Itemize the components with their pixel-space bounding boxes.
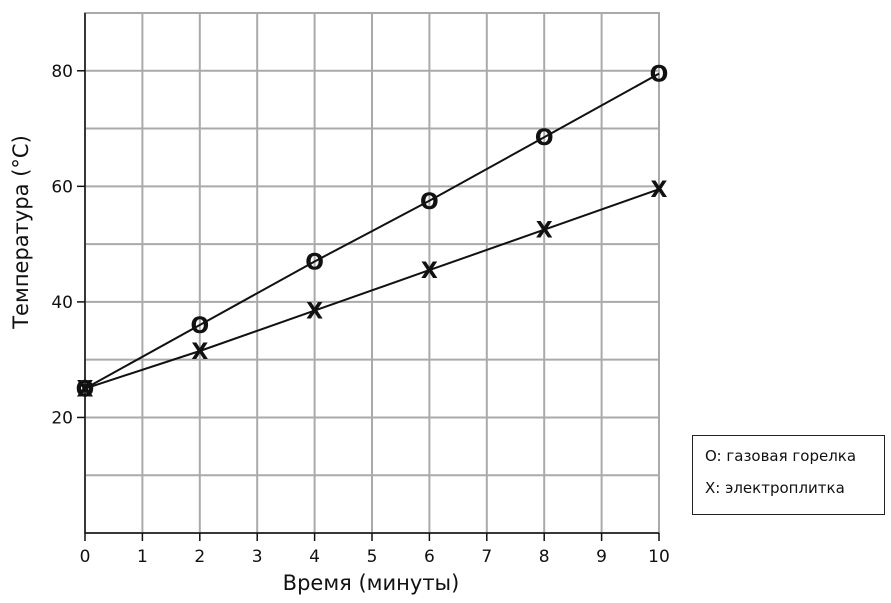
y-tick-label: 20 [51,408,73,428]
x-tick-label: 6 [424,547,435,567]
x-axis-title: Время (минуты) [283,571,460,595]
legend-item-gas-burner: O: газовая горелка [705,447,857,465]
y-tick-label: 40 [51,293,73,313]
data-point-o: O [305,250,324,275]
x-tick-label: 7 [481,547,492,567]
data-point-o: O [76,378,95,403]
y-tick-label: 80 [51,62,73,82]
y-tick-label: 60 [51,177,73,197]
legend-item-electric-stove: X: электроплитка [705,479,845,497]
axes [77,12,660,541]
data-point-o: O [650,63,669,88]
series-line-0 [84,72,660,390]
x-tick-label: 10 [648,547,670,567]
grid [85,13,659,533]
data-point-x: X [536,219,553,244]
x-tick-label: 3 [252,547,263,567]
data-point-x: X [77,378,94,403]
series-lines [84,72,660,390]
series-line-1 [84,188,660,390]
data-point-o: O [190,314,209,339]
legend: O: газовая горелка X: электроплитка [692,435,885,515]
data-point-o: O [420,190,439,215]
x-tick-label: 1 [137,547,148,567]
data-point-x: X [191,340,208,365]
x-tick-label: 9 [596,547,607,567]
x-tick-label: 4 [309,547,320,567]
x-tick-label: 0 [80,547,91,567]
data-point-x: X [421,259,438,284]
data-point-x: X [306,300,323,325]
x-tick-label: 8 [539,547,550,567]
data-point-o: O [535,126,554,151]
y-axis-title: Температура (°C) [9,135,33,330]
x-tick-label: 2 [194,547,205,567]
tick-labels: 0 1 2 3 4 5 6 7 8 9 10 20 40 60 80 [51,62,669,567]
x-tick-label: 5 [367,547,378,567]
data-point-x: X [651,178,668,203]
